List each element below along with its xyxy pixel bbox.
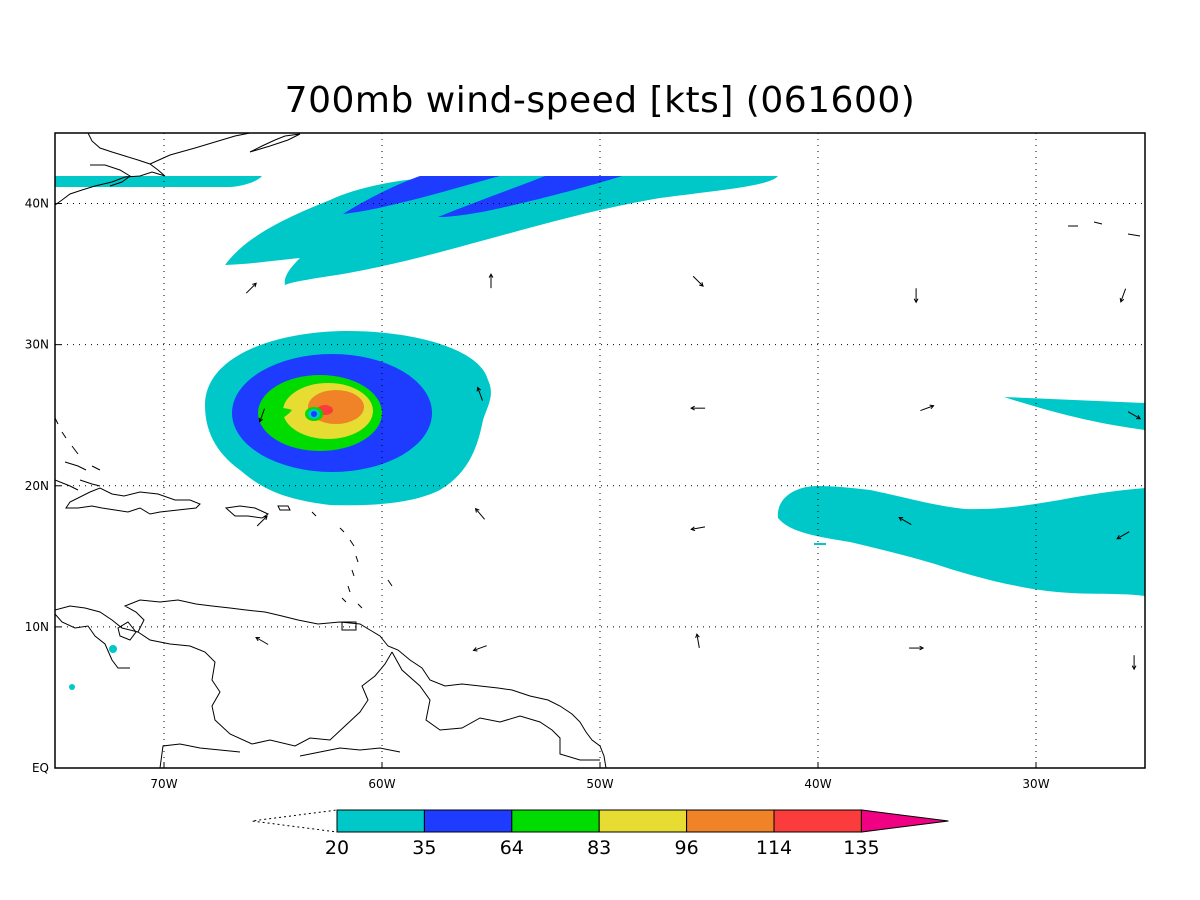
colorbar-level-label: 83: [587, 837, 611, 859]
y-tick-label: 20N: [25, 479, 49, 493]
wind-arrow: [255, 636, 269, 645]
coastline-trinidad: [341, 621, 357, 631]
cyan-speck-a: [109, 645, 117, 653]
plot-frame: [54, 132, 1146, 769]
cyan-speck-b: [69, 684, 75, 690]
colorbar-swatch: [511, 809, 600, 833]
colorbar-level-label: 114: [756, 837, 792, 859]
coastline-gulf: [90, 164, 131, 187]
cyan-speck-c: [814, 543, 826, 545]
x-tick-label: 70W: [150, 777, 177, 791]
coastline-puerto-rico: [277, 505, 291, 511]
y-tick-label: EQ: [32, 761, 49, 775]
axis-ticks: 70W 60W 50W 40W 30W EQ 10N 20N 30N 40N: [25, 197, 1050, 791]
colorbar-swatch: [423, 809, 513, 833]
coastline-nova-scotia: [149, 133, 251, 165]
wind-arrow: [690, 405, 706, 411]
wind-arrow: [913, 288, 919, 304]
coastline-north-america: [55, 133, 166, 206]
wind-arrow: [258, 408, 265, 423]
coastline-newfoundland: [249, 133, 301, 153]
coastline-azores: [1068, 221, 1141, 237]
wind-arrow: [256, 515, 268, 527]
x-tick-label: 30W: [1022, 777, 1049, 791]
coastline-panama: [55, 613, 130, 669]
colorbar-over-triangle: [860, 809, 949, 833]
coastlines: [55, 133, 1141, 768]
wind-arrow: [476, 386, 483, 401]
border-guyanas: [391, 651, 600, 761]
coastline-florida-keys: [55, 417, 79, 455]
wind-arrow: [1116, 531, 1130, 540]
wind-arrow: [898, 517, 912, 525]
wind-arrow: [909, 645, 925, 651]
border-colombia-venezuela: [137, 631, 393, 747]
coastline-lake-maracaibo: [117, 621, 137, 641]
coastline-bahamas: [55, 461, 101, 491]
wind-arrow: [1127, 411, 1142, 420]
grid-lines: [55, 133, 1145, 768]
coastline-hispaniola: [224, 505, 270, 519]
colorbar-level-label: 135: [843, 837, 879, 859]
colorbar-level-label: 64: [500, 837, 524, 859]
page-title: 700mb wind-speed [kts] (061600): [284, 80, 916, 121]
wind-arrow: [692, 275, 704, 287]
coastline-south-america: [55, 599, 607, 768]
jet-band-35kt-a: [343, 176, 500, 214]
colorbar-swatch: [686, 809, 775, 833]
y-tick-label: 40N: [25, 197, 49, 211]
y-tick-label: 10N: [25, 620, 49, 634]
colorbar-level-label: 96: [675, 837, 699, 859]
wind-arrow: [920, 404, 935, 412]
jet-strip-20kt: [55, 176, 262, 187]
colorbar-swatch: [336, 809, 425, 833]
east-band-upper-20kt: [1004, 397, 1145, 430]
colorbar: 20 35 64 83 96 114 135: [251, 809, 949, 859]
colorbar-swatch: [598, 809, 688, 833]
hurricane-notch: [258, 407, 292, 422]
y-tick-label: 30N: [25, 338, 49, 352]
jet-band-20kt: [225, 176, 778, 285]
wind-arrow: [488, 273, 494, 289]
jet-band-35kt-b: [438, 176, 622, 217]
east-band-lower-20kt: [777, 486, 1145, 596]
colorbar-level-label: 35: [412, 837, 436, 859]
border-brazil: [159, 743, 401, 768]
x-tick-label: 40W: [804, 777, 831, 791]
wind-arrows: [245, 273, 1142, 671]
colorbar-under-triangle: [251, 809, 338, 833]
wind-arrow: [474, 507, 485, 520]
wind-arrow: [690, 526, 706, 532]
x-tick-label: 60W: [368, 777, 395, 791]
wind-arrow: [1131, 655, 1137, 671]
wind-arrow: [245, 282, 257, 294]
colorbar-swatch: [773, 809, 862, 833]
wind-arrow: [695, 633, 700, 648]
coastline-lesser-antilles: [311, 511, 393, 609]
hurricane-eye: [311, 411, 317, 417]
wind-arrow: [472, 645, 487, 652]
x-tick-label: 50W: [586, 777, 613, 791]
wind-arrow: [1119, 288, 1127, 303]
colorbar-level-label: 20: [325, 837, 349, 859]
coastline-cuba: [65, 487, 201, 515]
wind-speed-shading: [55, 176, 1145, 690]
